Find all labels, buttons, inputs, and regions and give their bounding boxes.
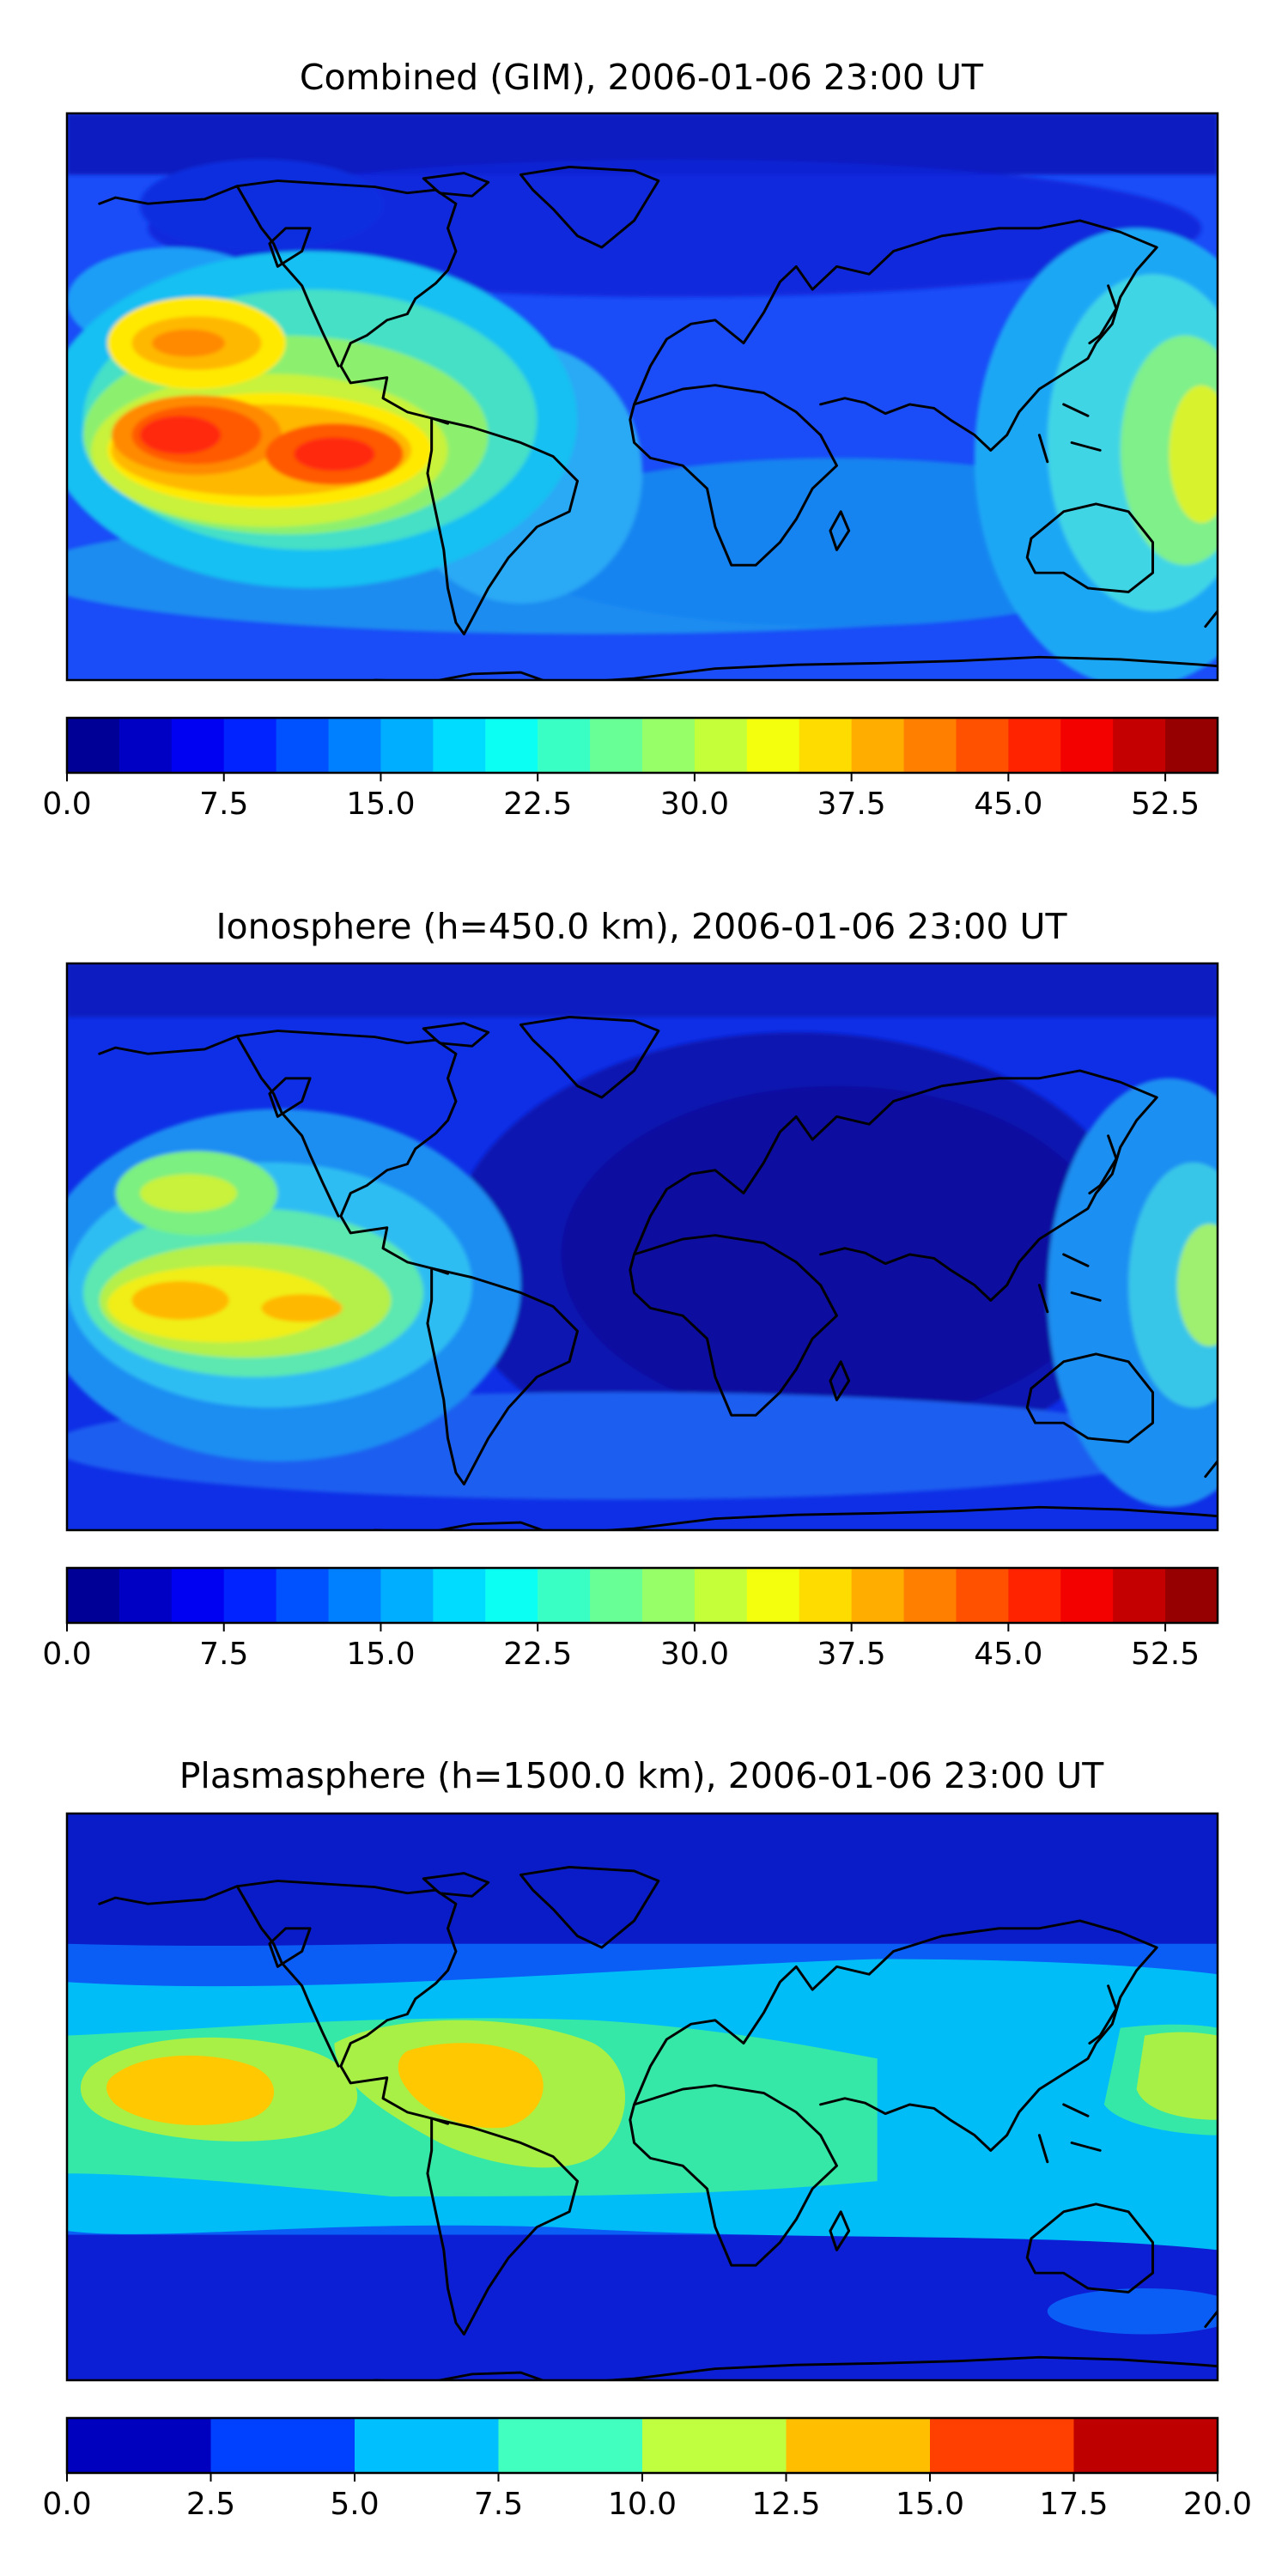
panel-plasmasphere: Plasmasphere (h=1500.0 km), 2006-01-06 2… [42,1755,1252,2522]
colorbar-segment [380,1568,434,1623]
colorbar-tick-label: 0.0 [42,1637,91,1672]
colorbar-segment [903,1568,957,1623]
colorbar-segment [171,1568,225,1623]
plot-frame [65,1812,1219,2382]
colorbar-segment [642,2418,787,2473]
colorbar-segment [118,1568,173,1623]
map-plot [67,1814,1218,2380]
colorbar-segment [210,2418,355,2473]
colorbar-segment [1165,718,1218,773]
map-plot [67,963,1218,1530]
colorbar-segment [746,718,800,773]
colorbar: 0.0 7.5 15.0 22.5 30.0 37.5 45.0 52.5 [42,1566,1219,1672]
colorbar-segment [642,1568,696,1623]
colorbar-segment [1060,1568,1114,1623]
panel-combined: Combined (GIM), 2006-01-06 23:00 UT [42,57,1219,822]
colorbar-segment [328,1568,382,1623]
colorbar-segment [67,1568,120,1623]
colorbar-segment [223,718,277,773]
colorbar-tick-label: 2.5 [186,2487,235,2522]
colorbar-segment [433,718,486,773]
colorbar-segment [851,718,905,773]
colorbar-tick-label: 30.0 [660,787,729,822]
colorbar-segment [276,718,330,773]
colorbar-tick-label: 7.5 [474,2487,523,2522]
colorbar-tick-label: 0.0 [42,2487,91,2522]
colorbar-segment [276,1568,330,1623]
colorbar-segment [1113,718,1166,773]
colorbar-segment [956,1568,1009,1623]
colorbar-segment [328,718,382,773]
panel-title: Ionosphere (h=450.0 km), 2006-01-06 23:0… [216,906,1067,947]
colorbar-segment [67,718,120,773]
colorbar-segment [1113,1568,1166,1623]
plot-frame [65,962,1219,1532]
colorbar-tick-label: 22.5 [503,1637,572,1672]
map-plot [67,113,1218,680]
colorbar-tick-label: 5.0 [330,2487,379,2522]
colorbar-segment [930,2418,1075,2473]
colorbar-segment [355,2418,500,2473]
colorbar-segment [118,718,173,773]
colorbar-segment [786,2418,931,2473]
colorbar-segment [1008,718,1061,773]
colorbar-segment [956,718,1009,773]
colorbar-segment [498,2418,643,2473]
colorbar-tick-label: 7.5 [199,1637,248,1672]
colorbar-segment [590,718,643,773]
colorbar-segment [694,1568,748,1623]
colorbar-tick-label: 37.5 [817,787,886,822]
colorbar-segment [380,718,434,773]
colorbar-segment [485,1568,538,1623]
colorbar-segment [485,718,538,773]
colorbar-tick-label: 22.5 [503,787,572,822]
colorbar: 0.0 7.5 15.0 22.5 30.0 37.5 45.0 52.5 [42,716,1219,822]
colorbar-tick-label: 12.5 [751,2487,820,2522]
colorbar-segment [433,1568,486,1623]
colorbar-segment [642,718,696,773]
colorbar-segment [67,2418,212,2473]
colorbar-segment [851,1568,905,1623]
colorbar-segment [1165,1568,1218,1623]
colorbar: 0.0 2.5 5.0 7.5 10.0 12.5 15.0 17.5 20.0 [42,2416,1252,2522]
colorbar-tick-label: 7.5 [199,787,248,822]
panel-title: Combined (GIM), 2006-01-06 23:00 UT [300,57,984,98]
colorbar-tick-label: 17.5 [1039,2487,1108,2522]
colorbar-segment [799,718,853,773]
colorbar-tick-label: 37.5 [817,1637,886,1672]
colorbar-segment [1060,718,1114,773]
plot-frame [65,112,1219,682]
colorbar-tick-label: 20.0 [1183,2487,1252,2522]
colorbar-segment [694,718,748,773]
colorbar-segment [746,1568,800,1623]
colorbar-segment [1073,2418,1218,2473]
colorbar-tick-label: 10.0 [608,2487,677,2522]
colorbar-tick-label: 30.0 [660,1637,729,1672]
colorbar-tick-label: 15.0 [346,1637,415,1672]
colorbar-segment [903,718,957,773]
colorbar-segment [171,718,225,773]
panel-ionosphere: Ionosphere (h=450.0 km), 2006-01-06 23:0… [42,906,1219,1672]
colorbar-tick-label: 0.0 [42,787,91,822]
colorbar-tick-label: 15.0 [896,2487,964,2522]
colorbar-tick-label: 45.0 [974,787,1042,822]
colorbar-frame [65,716,1219,775]
panel-title: Plasmasphere (h=1500.0 km), 2006-01-06 2… [179,1755,1105,1796]
colorbar-segment [1008,1568,1061,1623]
colorbar-segment [799,1568,853,1623]
colorbar-tick-label: 15.0 [346,787,415,822]
colorbar-segment [538,1568,591,1623]
colorbar-segment [590,1568,643,1623]
colorbar-segment [223,1568,277,1623]
colorbar-segment [538,718,591,773]
colorbar-frame [65,1566,1219,1625]
colorbar-tick-label: 52.5 [1131,787,1200,822]
colorbar-tick-label: 45.0 [974,1637,1042,1672]
colorbar-tick-label: 52.5 [1131,1637,1200,1672]
